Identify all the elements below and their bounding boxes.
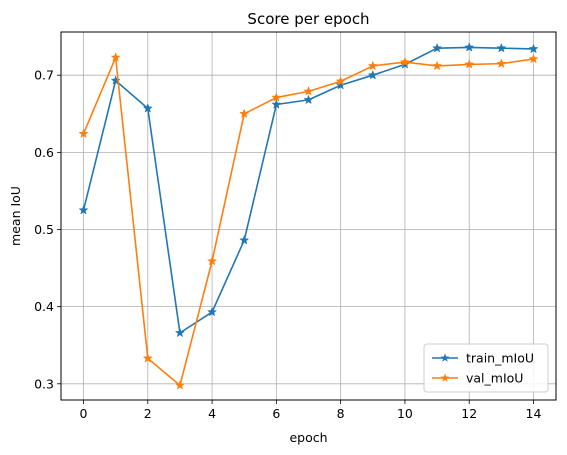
data-point [464,42,475,52]
data-point [207,306,218,317]
data-point [399,56,410,67]
x-tick-label: 0 [80,406,88,421]
x-tick-label: 8 [337,406,345,421]
y-tick-label: 0.5 [34,222,54,237]
data-point [528,53,539,64]
data-point [142,103,153,113]
data-point [464,59,475,69]
data-point [271,99,282,109]
data-point [432,42,443,53]
data-point [496,42,507,53]
data-point [239,234,250,245]
legend-label: val_mIoU [466,371,523,386]
x-tick-label: 4 [208,406,216,421]
data-point [271,92,282,102]
x-tick-label: 10 [397,406,413,421]
y-axis-label: mean IoU [8,186,23,246]
x-tick-label: 6 [272,406,280,421]
legend-marker [440,373,450,382]
data-point [432,60,443,71]
legend-marker [440,353,450,362]
legend-box [423,343,549,393]
data-point [110,75,121,85]
y-tick-label: 0.7 [34,68,54,83]
x-tick-label: 2 [144,406,152,421]
data-point [207,255,218,266]
series-group [78,42,539,390]
series-line [82,56,534,387]
x-tick-label: 14 [526,406,542,421]
y-tick-label: 0.6 [34,145,54,160]
data-point [174,327,185,338]
data-point [239,108,250,119]
data-point [142,353,153,363]
x-axis-label: epoch [289,430,327,445]
grid [61,32,556,400]
data-point [528,43,539,54]
y-tick-label: 0.3 [34,376,54,391]
series-train_mIoU [78,42,539,338]
legend: train_mIoU val_mIoU [423,343,549,393]
y-ticks: 0.3 0.4 0.5 0.6 0.7 [34,68,61,391]
chart-title: Score per epoch [247,10,369,28]
plot-frame [60,31,557,401]
x-tick-label: 12 [461,406,477,421]
y-tick-label: 0.4 [34,299,54,314]
data-point [174,380,185,390]
data-point [110,52,121,62]
legend-label: train_mIoU [466,351,534,366]
data-point [303,86,314,96]
data-point [335,79,346,90]
legend-item: train_mIoU [432,351,534,366]
data-point [303,94,314,105]
data-point [367,60,378,71]
legend-item: val_mIoU [432,371,523,386]
data-point [496,58,507,68]
x-ticks: 0 2 4 6 8 10 12 14 [80,400,542,421]
data-point [78,128,89,139]
series-val_mIoU [78,52,539,390]
data-point [335,76,346,86]
data-point [78,204,89,215]
data-point [367,69,378,80]
